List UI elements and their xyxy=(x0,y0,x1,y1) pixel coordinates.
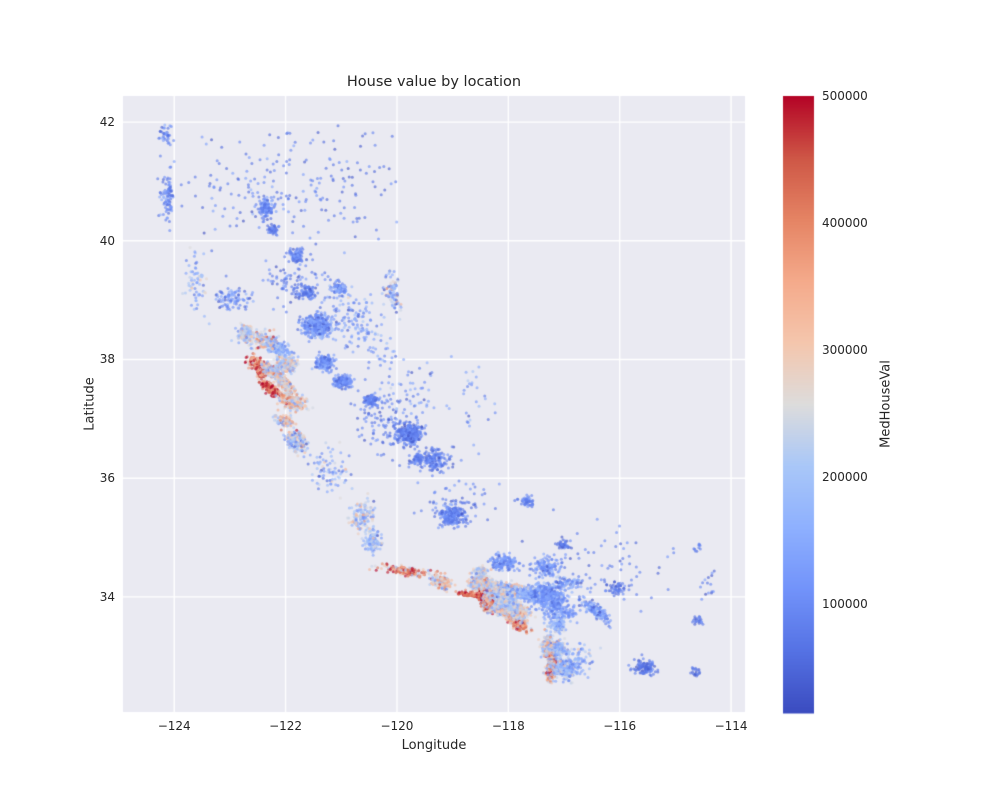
x-axis-label: Longitude xyxy=(401,738,467,753)
colorbar-tick-label: 100000 xyxy=(822,597,868,612)
colorbar-tick-label: 200000 xyxy=(822,470,868,485)
x-tick-label: −116 xyxy=(603,719,637,733)
chart-title: House value by location xyxy=(346,74,522,90)
x-tick-label: −120 xyxy=(380,719,414,733)
x-tick-label: −122 xyxy=(269,719,303,733)
y-axis-label: Latitude xyxy=(82,377,98,431)
y-tick-label: 36 xyxy=(99,471,115,486)
y-tick-label: 40 xyxy=(99,233,115,248)
y-tick-label: 38 xyxy=(99,352,115,367)
y-tick-label: 34 xyxy=(99,589,115,604)
x-tick-label: −124 xyxy=(157,719,191,733)
y-tick-label: 42 xyxy=(99,115,115,130)
x-tick-label: −118 xyxy=(491,719,525,733)
colorbar-tick-label: 500000 xyxy=(822,89,868,103)
colorbar-tick-label: 300000 xyxy=(822,343,868,358)
colorbar-tick-label: 400000 xyxy=(822,216,868,230)
colorbar-label: MedHouseVal xyxy=(878,360,894,448)
x-tick-label: −114 xyxy=(714,719,748,733)
